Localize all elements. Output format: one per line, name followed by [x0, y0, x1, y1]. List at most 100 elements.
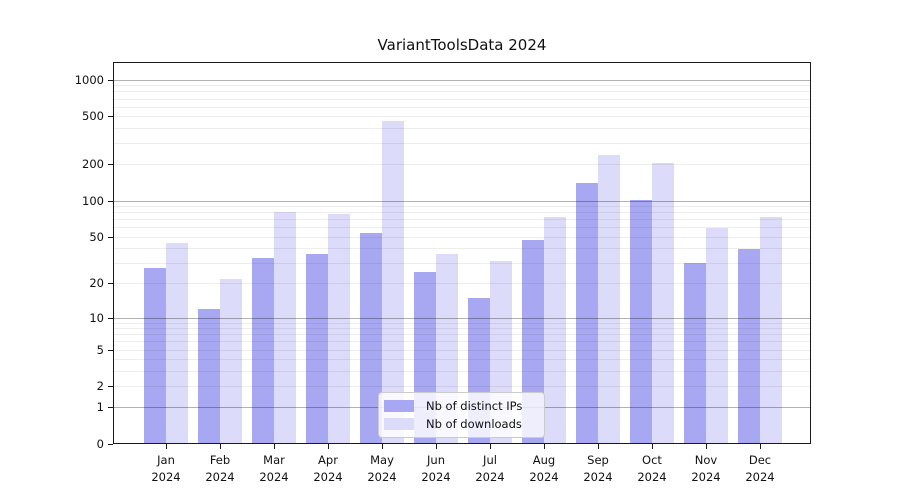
y-tick-label: 500	[82, 109, 104, 124]
x-tick-label-line: Jan	[157, 453, 175, 467]
gridline-minor	[113, 283, 811, 285]
x-tick-label-line: 2024	[313, 470, 343, 484]
x-tick-label: Nov 2024	[676, 452, 736, 486]
gridline-minor	[113, 334, 811, 336]
x-tick-mark	[382, 444, 383, 449]
x-tick-label-line: May	[370, 453, 394, 467]
x-tick-label: Dec 2024	[730, 452, 790, 486]
y-tick-mark	[108, 116, 113, 118]
x-tick-label-line: Mar	[263, 453, 285, 467]
gridline-minor	[113, 98, 811, 100]
bar-distinct-ips-feb	[198, 308, 220, 444]
x-tick-label-line: 2024	[583, 470, 613, 484]
x-tick-label-line: Aug	[532, 453, 556, 467]
x-tick-mark	[544, 444, 545, 449]
x-tick-label: Apr 2024	[298, 452, 358, 486]
x-tick-mark	[220, 444, 221, 449]
bar-downloads-mar	[274, 212, 296, 444]
bar-downloads-dec	[760, 217, 782, 444]
x-tick-label: Oct 2024	[622, 452, 682, 486]
y-tick-label: 2	[96, 379, 104, 394]
gridline-minor	[113, 227, 811, 229]
x-tick-label-line: 2024	[367, 470, 397, 484]
x-tick-label-line: Feb	[209, 453, 231, 467]
x-tick-label-line: Nov	[694, 453, 718, 467]
bar-distinct-ips-jan	[144, 268, 166, 444]
x-tick-label: Jun 2024	[406, 452, 466, 486]
gridline-major	[113, 79, 811, 81]
y-tick-mark	[108, 200, 113, 202]
bar-distinct-ips-may	[360, 232, 382, 444]
bar-distinct-ips-apr	[306, 253, 328, 444]
y-tick-label: 20	[89, 276, 104, 291]
legend-label-distinct-ips: Nb of distinct IPs	[426, 399, 523, 413]
gridline-minor	[113, 328, 811, 330]
gridline-minor	[113, 248, 811, 250]
gridline-minor	[113, 219, 811, 221]
y-tick-mark	[108, 79, 113, 81]
legend-item-distinct-ips: Nb of distinct IPs	[384, 399, 536, 413]
x-tick-mark	[166, 444, 167, 449]
legend-swatch-downloads	[384, 418, 414, 430]
gridline-minor	[113, 106, 811, 108]
gridline-minor	[113, 143, 811, 145]
bar-downloads-sep	[598, 154, 620, 444]
bar-distinct-ips-nov	[684, 262, 706, 444]
x-tick-label: Jan 2024	[136, 452, 196, 486]
x-tick-mark	[652, 444, 653, 449]
gridline-minor	[113, 370, 811, 372]
gridline-minor	[113, 85, 811, 87]
bar-downloads-aug	[544, 217, 566, 444]
plot-area	[113, 62, 811, 444]
x-tick-label-line: 2024	[475, 470, 505, 484]
y-tick-mark	[108, 349, 113, 351]
bar-downloads-may	[382, 120, 404, 444]
x-tick-label-line: 2024	[691, 470, 721, 484]
gridline-minor	[113, 91, 811, 93]
x-tick-mark	[706, 444, 707, 449]
gridline-minor	[113, 322, 811, 324]
x-tick-label: May 2024	[352, 452, 412, 486]
y-tick-mark	[108, 236, 113, 238]
gridline-minor	[113, 236, 811, 238]
bar-downloads-jan	[166, 243, 188, 444]
y-tick-mark	[108, 317, 113, 319]
x-tick-label: Sep 2024	[568, 452, 628, 486]
bar-distinct-ips-mar	[252, 258, 274, 444]
y-tick-mark	[108, 444, 113, 445]
y-tick-label: 200	[82, 157, 104, 172]
x-tick-label-line: 2024	[529, 470, 559, 484]
y-tick-label: 50	[89, 229, 104, 244]
y-tick-mark	[108, 386, 113, 388]
y-tick-label: 5	[96, 342, 104, 357]
x-tick-label-line: 2024	[151, 470, 181, 484]
x-tick-label-line: Apr	[318, 453, 338, 467]
x-tick-label-line: Jul	[483, 453, 497, 467]
x-tick-label-line: 2024	[205, 470, 235, 484]
x-tick-mark	[760, 444, 761, 449]
x-tick-label-line: 2024	[637, 470, 667, 484]
gridline-minor	[113, 386, 811, 388]
x-tick-mark	[436, 444, 437, 449]
bar-distinct-ips-oct	[630, 199, 652, 444]
gridline-minor	[113, 206, 811, 208]
x-tick-label: Mar 2024	[244, 452, 304, 486]
y-tick-mark	[108, 407, 113, 409]
y-tick-mark	[108, 283, 113, 285]
x-tick-label-line: 2024	[745, 470, 775, 484]
bar-downloads-apr	[328, 213, 350, 444]
gridline-major	[113, 317, 811, 319]
gridline-minor	[113, 349, 811, 351]
x-tick-label-line: Sep	[587, 453, 609, 467]
bar-distinct-ips-sep	[576, 183, 598, 444]
bar-downloads-oct	[652, 163, 674, 444]
gridline-minor	[113, 127, 811, 129]
gridline-major	[113, 200, 811, 202]
y-tick-mark	[108, 164, 113, 166]
x-tick-mark	[274, 444, 275, 449]
gridline-minor	[113, 212, 811, 214]
y-tick-label: 1000	[74, 72, 104, 87]
x-tick-label-line: Oct	[642, 453, 662, 467]
y-tick-label: 0	[96, 437, 104, 451]
